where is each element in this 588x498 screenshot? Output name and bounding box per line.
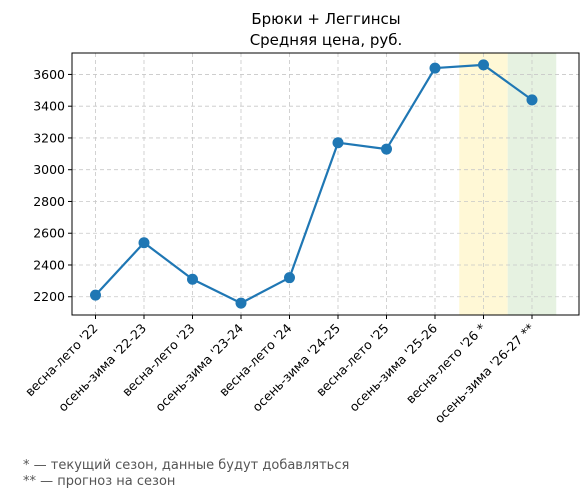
y-tick-label: 3200 (33, 130, 65, 145)
x-tick-label: осень-зима '25-26 (346, 320, 440, 414)
footnote-forecast: ** — прогноз на сезон (23, 474, 175, 489)
chart-title: Брюки + Леггинсы (251, 10, 400, 28)
y-tick-label: 2400 (33, 257, 65, 272)
y-tick-label: 3600 (33, 67, 65, 82)
y-tick-label: 3400 (33, 99, 65, 114)
highlight-bands (459, 53, 557, 315)
data-point (332, 137, 344, 149)
y-tick-label: 2800 (33, 194, 65, 209)
data-point (235, 297, 247, 309)
series-line-group (90, 59, 538, 309)
y-tick-label: 3000 (33, 162, 65, 177)
footnote-current-season: * — текущий сезон, данные будут добавлят… (23, 458, 349, 473)
data-point (478, 59, 489, 71)
chart-subtitle: Средняя цена, руб. (250, 31, 403, 49)
data-point (429, 62, 441, 74)
data-point (187, 273, 198, 285)
x-tick-label: осень-зима '22-23 (55, 321, 149, 415)
data-point (138, 237, 150, 249)
data-point (284, 272, 295, 284)
data-point (526, 94, 538, 106)
y-axis: 2200 2400 2600 2800 3000 3200 3400 3600 (33, 67, 72, 304)
x-tick-label: осень-зима '26-27 ** (432, 321, 538, 427)
grid (72, 53, 579, 315)
data-point (90, 289, 101, 301)
data-point (381, 143, 392, 155)
highlight-band-2 (507, 53, 557, 315)
y-tick-label: 2200 (33, 289, 65, 304)
highlight-band-1 (459, 53, 508, 315)
y-tick-label: 2600 (33, 226, 65, 241)
x-tick-label: осень-зима '23-24 (152, 320, 246, 414)
plot-frame (71, 52, 580, 316)
x-tick-label: осень-зима '24-25 (249, 321, 343, 415)
series-line (94, 63, 533, 305)
